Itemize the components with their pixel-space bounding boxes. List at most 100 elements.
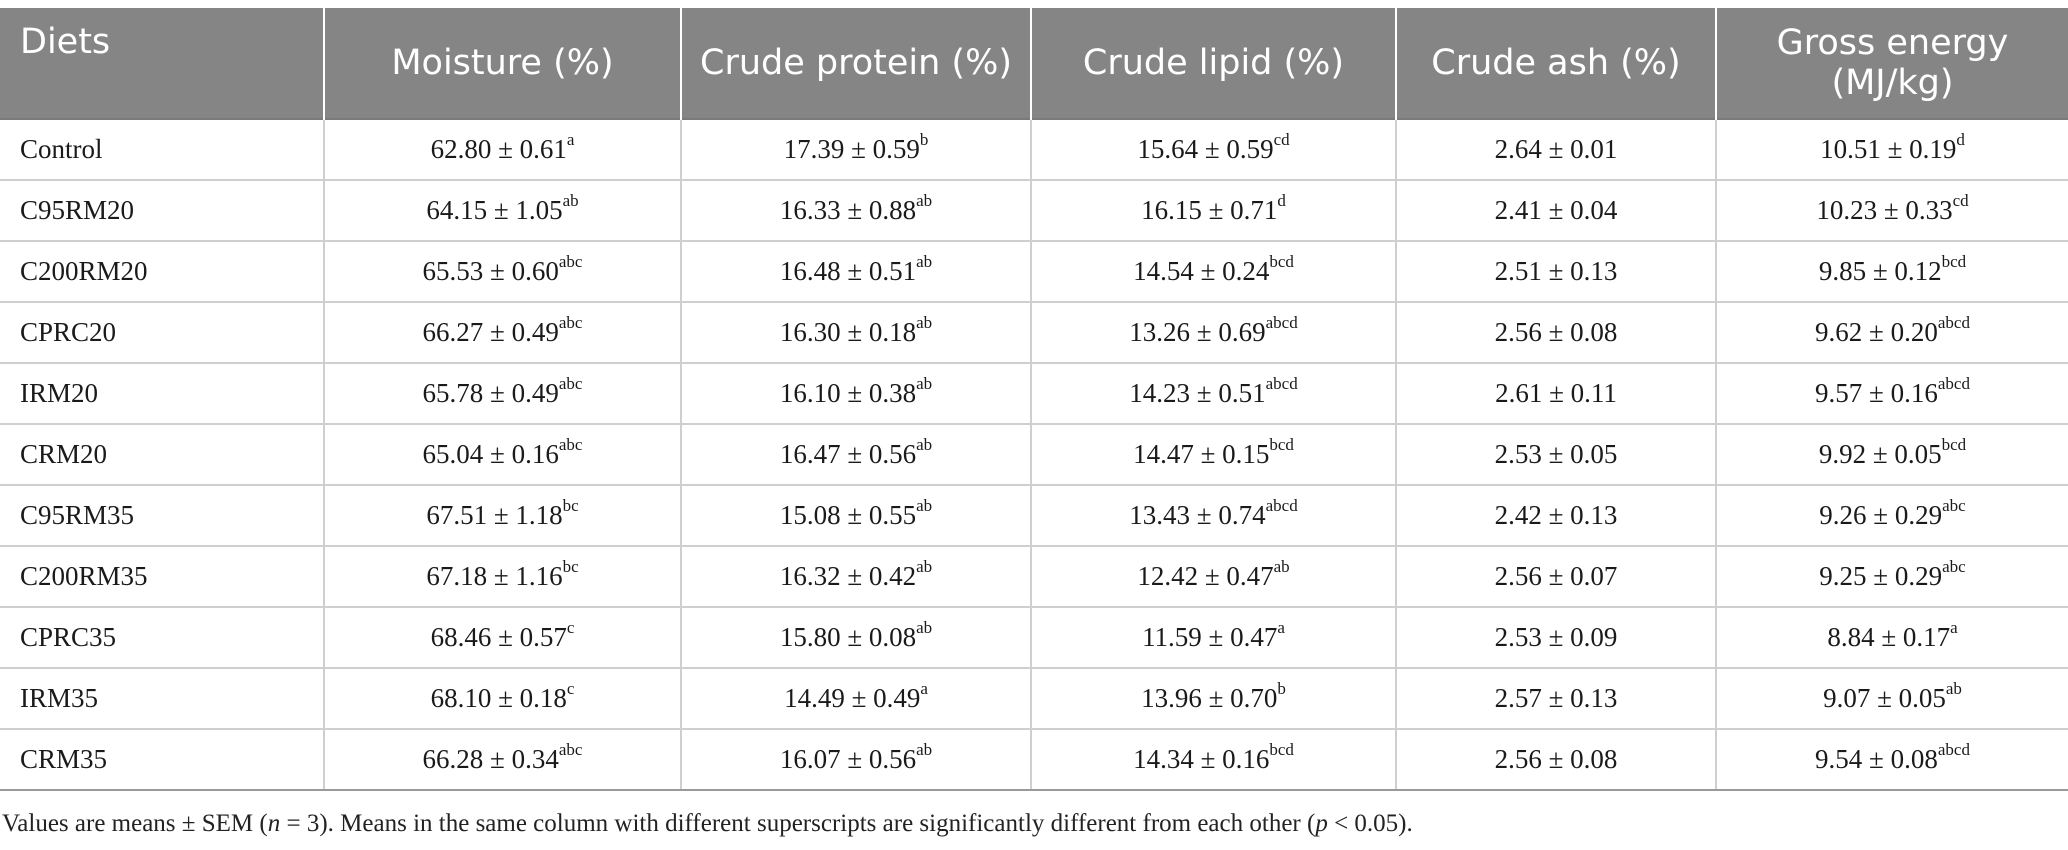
cell-value: 9.54 ± 0.08 [1815,744,1938,774]
significance-superscript: abc [558,374,583,393]
cell-value: 13.26 ± 0.69 [1129,317,1266,347]
cell-value: 2.51 ± 0.13 [1494,256,1618,286]
cell-moisture: 66.28 ± 0.34abc [323,729,681,791]
cell-crude-lipid: 16.15 ± 0.71d [1030,180,1396,242]
significance-superscript: bcd [1269,740,1294,759]
footnote-n: n [267,810,281,837]
cell-crude-ash: 2.53 ± 0.09 [1395,607,1716,669]
cell-crude-ash: 2.64 ± 0.01 [1395,119,1716,181]
cell-moisture: 64.15 ± 1.05ab [323,180,681,242]
significance-superscript: abcd [1265,496,1298,515]
significance-superscript: c [566,679,575,698]
significance-superscript: cd [1273,130,1290,149]
significance-superscript: ab [916,435,933,454]
cell-value: 16.47 ± 0.56 [779,439,917,469]
header-diets: Diets [0,8,324,119]
cell-moisture: 68.46 ± 0.57c [323,607,681,669]
cell-value: 12.42 ± 0.47 [1137,561,1274,591]
significance-superscript: bc [562,496,579,515]
cell-gross-energy: 9.57 ± 0.16abcd [1715,363,2068,425]
table-row: CRM35 66.28 ± 0.34abc 16.07 ± 0.56ab 14.34 … [0,729,2068,791]
cell-crude-lipid: 14.23 ± 0.51abcd [1030,363,1396,425]
cell-crude-lipid: 13.43 ± 0.74abcd [1030,485,1396,547]
cell-value: 13.43 ± 0.74 [1129,500,1266,530]
cell-value: 2.64 ± 0.01 [1494,134,1618,164]
significance-superscript: c [566,618,575,637]
significance-superscript: d [1956,130,1965,149]
cell-gross-energy: 9.85 ± 0.12bcd [1715,241,2068,303]
cell-value: 2.61 ± 0.11 [1495,378,1617,408]
cell-crude-protein: 15.80 ± 0.08ab [680,607,1031,669]
cell-gross-energy: 9.54 ± 0.08abcd [1715,729,2068,791]
cell-value: 2.53 ± 0.09 [1494,622,1618,652]
cell-crude-protein: 16.30 ± 0.18ab [680,302,1031,364]
cell-value: 16.32 ± 0.42 [779,561,917,591]
significance-superscript: bcd [1941,435,1967,454]
cell-value: 65.78 ± 0.49 [422,378,559,408]
table-row: C200RM35 67.18 ± 1.16bc 16.32 ± 0.42ab 12.4… [0,546,2068,608]
header-crude-lipid: Crude lipid (%) [1030,8,1396,119]
cell-value: 65.04 ± 0.16 [422,439,559,469]
cell-value: 16.10 ± 0.38 [779,378,917,408]
cell-crude-protein: 16.32 ± 0.42ab [680,546,1031,608]
footnote-p: p [1315,810,1328,837]
cell-gross-energy: 9.92 ± 0.05bcd [1715,424,2068,486]
cell-value: 15.08 ± 0.55 [779,500,917,530]
cell-crude-lipid: 12.42 ± 0.47ab [1030,546,1396,608]
cell-value: 17.39 ± 0.59 [783,134,920,164]
table-container: Diets Moisture (%) Crude protein (%) Cru… [0,8,2068,791]
cell-value: 10.23 ± 0.33 [1816,195,1953,225]
cell-value: 9.85 ± 0.12 [1818,256,1942,286]
cell-gross-energy: 9.25 ± 0.29abc [1715,546,2068,608]
cell-gross-energy: 8.84 ± 0.17a [1715,607,2068,669]
cell-crude-protein: 14.49 ± 0.49a [680,668,1031,730]
cell-crude-protein: 16.33 ± 0.88ab [680,180,1031,242]
cell-value: 8.84 ± 0.17 [1827,622,1951,652]
cell-value: 2.57 ± 0.13 [1494,683,1618,713]
cell-gross-energy: 10.51 ± 0.19d [1715,119,2068,181]
footnote-part3: < 0.05). [1327,810,1413,837]
cell-diet: C200RM20 [0,241,324,303]
cell-diet: IRM20 [0,363,324,425]
cell-crude-ash: 2.57 ± 0.13 [1395,668,1716,730]
significance-superscript: ab [1945,679,1962,698]
table-footnote: Values are means ± SEM (n = 3). Means in… [2,810,1413,838]
cell-moisture: 67.51 ± 1.18bc [323,485,681,547]
significance-superscript: b [1277,679,1286,698]
cell-value: 9.92 ± 0.05 [1818,439,1942,469]
significance-superscript: ab [916,252,933,271]
table-row: CPRC35 68.46 ± 0.57c 15.80 ± 0.08ab 11.59 ±… [0,607,2068,669]
cell-value: 66.27 ± 0.49 [422,317,559,347]
cell-crude-protein: 17.39 ± 0.59b [680,119,1031,181]
cell-value: 16.15 ± 0.71 [1141,195,1278,225]
cell-crude-protein: 16.10 ± 0.38ab [680,363,1031,425]
significance-superscript: ab [916,374,933,393]
cell-value: 9.25 ± 0.29 [1819,561,1943,591]
cell-crude-lipid: 11.59 ± 0.47a [1030,607,1396,669]
cell-gross-energy: 10.23 ± 0.33cd [1715,180,2068,242]
cell-value: 15.80 ± 0.08 [779,622,917,652]
significance-superscript: ab [916,557,933,576]
cell-value: 64.15 ± 1.05 [426,195,563,225]
cell-value: 2.41 ± 0.04 [1494,195,1618,225]
cell-value: 14.47 ± 0.15 [1133,439,1270,469]
table-row: IRM35 68.10 ± 0.18c 14.49 ± 0.49a 13.96 ± 0… [0,668,2068,730]
cell-crude-lipid: 13.26 ± 0.69abcd [1030,302,1396,364]
significance-superscript: b [919,130,929,149]
cell-value: 16.30 ± 0.18 [779,317,917,347]
significance-superscript: a [1950,618,1958,637]
significance-superscript: ab [916,191,933,210]
cell-moisture: 65.78 ± 0.49abc [323,363,681,425]
cell-value: 67.18 ± 1.16 [426,561,563,591]
cell-value: 9.57 ± 0.16 [1815,378,1938,408]
cell-value: 13.96 ± 0.70 [1141,683,1278,713]
cell-value: 10.51 ± 0.19 [1820,134,1957,164]
significance-superscript: bc [562,557,579,576]
cell-crude-ash: 2.56 ± 0.08 [1395,302,1716,364]
table-row: C200RM20 65.53 ± 0.60abc 16.48 ± 0.51ab 14.… [0,241,2068,303]
cell-diet: CPRC20 [0,302,324,364]
cell-moisture: 66.27 ± 0.49abc [323,302,681,364]
table-body: Control 62.80 ± 0.61a 17.39 ± 0.59b 15.64 ±… [0,119,2068,791]
cell-crude-ash: 2.61 ± 0.11 [1395,363,1716,425]
significance-superscript: abcd [1937,374,1970,393]
